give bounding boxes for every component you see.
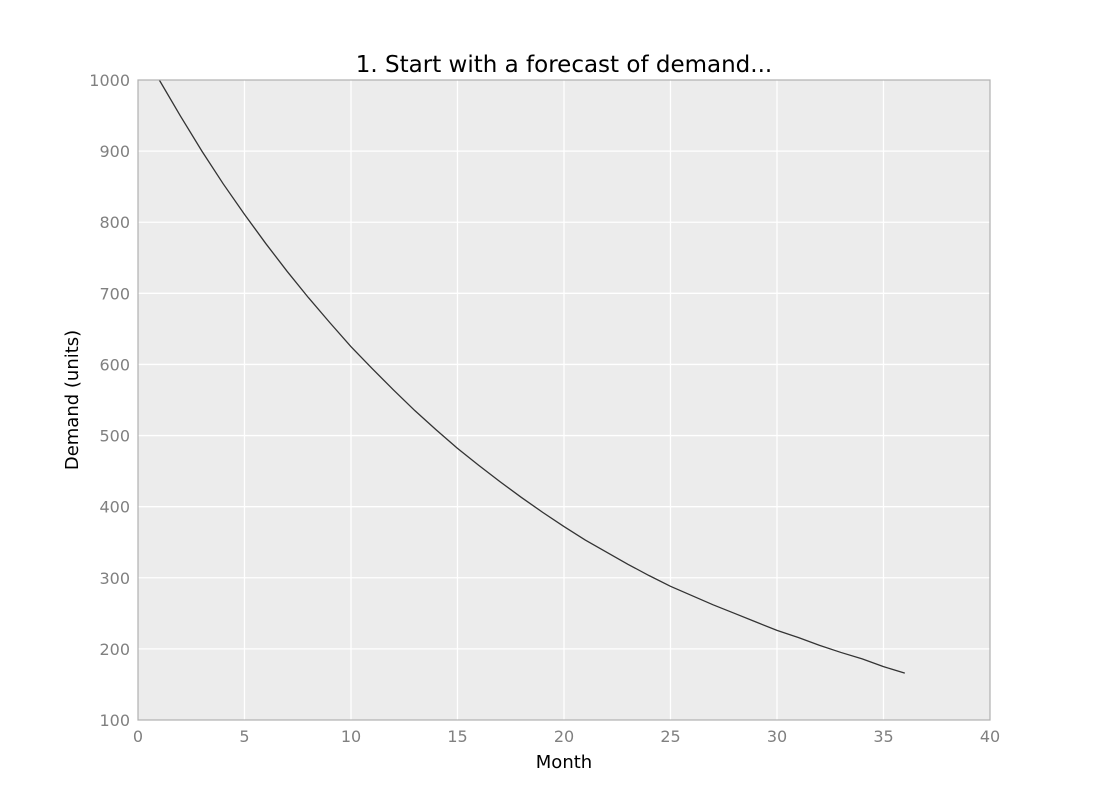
x-tick-label: 10 [341, 727, 361, 746]
x-tick-label: 35 [873, 727, 893, 746]
y-tick-label: 800 [99, 213, 130, 232]
x-tick-label: 5 [239, 727, 249, 746]
x-tick-label: 30 [767, 727, 787, 746]
grid-lines [138, 80, 990, 720]
x-tick-label: 15 [447, 727, 467, 746]
chart-title: 1. Start with a forecast of demand... [356, 52, 772, 78]
x-axis-ticks: 0 5 10 15 20 25 30 35 40 [133, 727, 1000, 746]
x-tick-label: 25 [660, 727, 680, 746]
plot-frame [137, 79, 991, 721]
y-axis-ticks: 100 200 300 400 500 600 700 800 900 1000 [89, 71, 130, 730]
y-tick-label: 1000 [89, 71, 130, 90]
y-tick-label: 600 [99, 355, 130, 374]
x-tick-label: 0 [133, 727, 143, 746]
y-tick-label: 500 [99, 427, 130, 446]
y-tick-label: 900 [99, 142, 130, 161]
y-tick-label: 100 [99, 711, 130, 730]
y-tick-label: 700 [99, 284, 130, 303]
y-tick-label: 400 [99, 498, 130, 517]
y-tick-label: 300 [99, 569, 130, 588]
x-tick-label: 40 [980, 727, 1000, 746]
demand-series-line [158, 79, 905, 674]
y-axis-label: Demand (units) [62, 330, 83, 470]
y-tick-label: 200 [99, 640, 130, 659]
x-tick-label: 20 [554, 727, 574, 746]
x-axis-label: Month [536, 752, 592, 773]
